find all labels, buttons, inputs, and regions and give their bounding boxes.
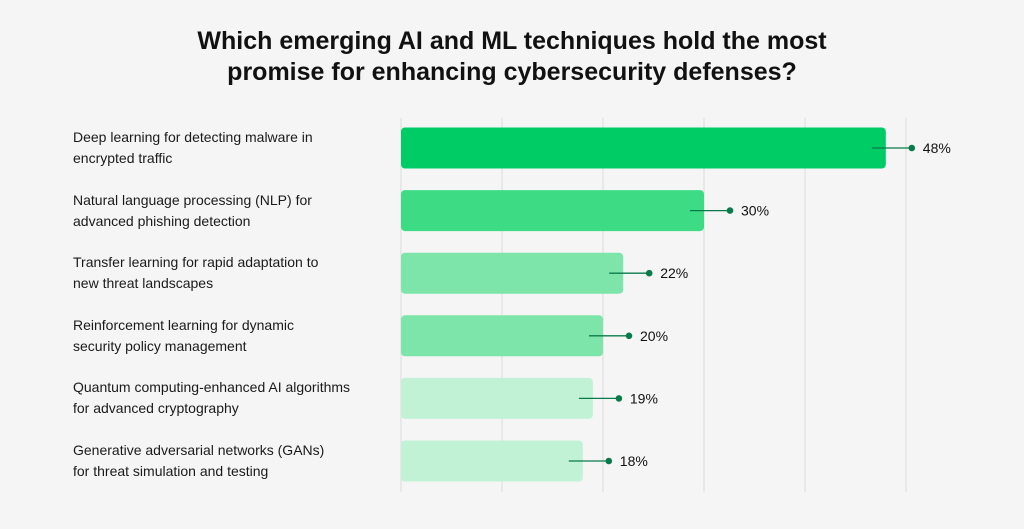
bar <box>401 190 704 232</box>
category-label: Quantum computing-enhanced AI algorithms… <box>73 377 383 419</box>
value-marker-dot <box>625 332 633 340</box>
value-label: 48% <box>923 140 951 156</box>
bar <box>401 127 886 169</box>
category-label-line: Generative adversarial networks (GANs) <box>73 442 325 458</box>
chart-title-line-2: promise for enhancing cybersecurity defe… <box>227 58 797 86</box>
value-marker-dot <box>726 207 734 214</box>
category-label: Deep learning for detecting malware in en… <box>73 127 383 169</box>
category-label-line: security policy management <box>73 337 247 354</box>
value-label: 22% <box>660 265 688 281</box>
value-marker-dot <box>615 395 623 402</box>
value-marker-dot <box>645 269 653 277</box>
category-label-line: encrypted traffic <box>73 150 173 166</box>
chart-title-line-1: Which emerging AI and ML techniques hold… <box>197 27 827 55</box>
value-label: 30% <box>741 203 769 219</box>
bar <box>401 377 593 419</box>
chart-title: Which emerging AI and ML techniques hold… <box>0 26 1024 88</box>
category-label-line: for threat simulation and testing <box>73 463 269 479</box>
value-label: 20% <box>640 328 668 344</box>
category-label-line: Natural language processing (NLP) for <box>73 191 312 208</box>
bar <box>401 252 624 294</box>
category-label: Transfer learning for rapid adaptation t… <box>73 252 383 294</box>
value-marker-dot <box>908 144 916 152</box>
category-label-line: advanced phishing detection <box>73 212 251 229</box>
category-label: Natural language processing (NLP) for adv… <box>73 190 383 232</box>
category-label-line: Transfer learning for rapid adaptation t… <box>73 254 319 271</box>
category-label: Generative adversarial networks (GANs) fo… <box>73 440 383 482</box>
bar <box>401 315 603 357</box>
value-label: 19% <box>630 390 658 406</box>
category-label-line: for advanced cryptography <box>73 400 239 417</box>
category-label-line: Quantum computing-enhanced AI algorithms <box>73 379 351 396</box>
category-label-line: Deep learning for detecting malware in <box>73 129 313 145</box>
category-label-line: new threat landscapes <box>73 275 214 292</box>
value-label: 18% <box>620 453 648 469</box>
value-marker-dot <box>605 457 613 465</box>
category-label: Reinforcement learning for dynamic securi… <box>73 315 383 357</box>
category-label-line: Reinforcement learning for dynamic <box>73 316 294 333</box>
bar <box>401 440 583 482</box>
